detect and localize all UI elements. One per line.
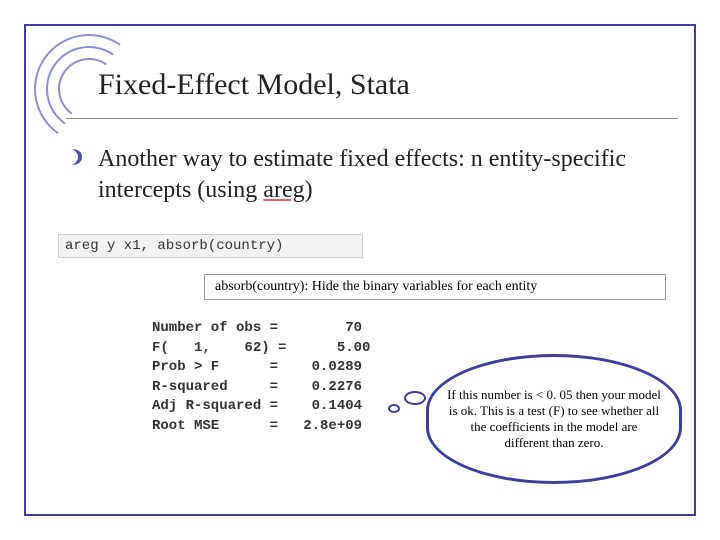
callout-tail-small xyxy=(388,404,400,413)
callout-tail-large xyxy=(404,391,426,405)
slide-frame: Fixed-Effect Model, Stata Another way to… xyxy=(24,24,696,516)
bullet-text-part2: ) xyxy=(305,177,313,203)
areg-keyword: areg xyxy=(263,177,304,203)
stata-command-box: areg y x1, absorb(country) xyxy=(58,234,363,258)
bullet-row: Another way to estimate fixed effects: n… xyxy=(70,144,664,206)
callout-bubble: If this number is < 0. 05 then your mode… xyxy=(426,354,682,484)
bullet-icon xyxy=(70,148,84,166)
absorb-note-box: absorb(country): Hide the binary variabl… xyxy=(204,274,666,300)
slide-title: Fixed-Effect Model, Stata xyxy=(98,68,410,102)
bullet-text-part1: Another way to estimate fixed effects: n… xyxy=(98,146,626,203)
callout-text: If this number is < 0. 05 then your mode… xyxy=(447,387,661,452)
bullet-text: Another way to estimate fixed effects: n… xyxy=(98,144,664,206)
regression-output: Number of obs = 70 F( 1, 62) = 5.00 Prob… xyxy=(152,319,370,437)
title-divider xyxy=(66,118,678,119)
